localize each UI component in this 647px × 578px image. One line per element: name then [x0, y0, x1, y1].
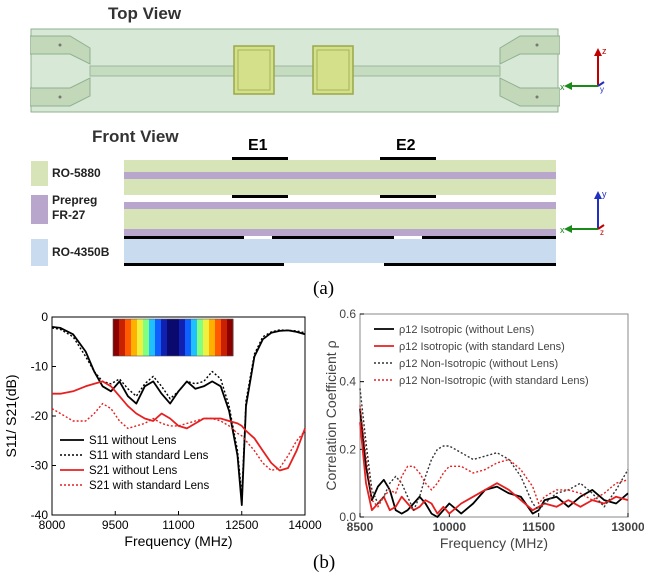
top-view-board — [30, 28, 560, 113]
y-tick-label: 0.2 — [339, 442, 356, 456]
svg-text:z: z — [602, 46, 607, 56]
x-tick-label: 11000 — [162, 518, 195, 532]
series-line-3 — [52, 380, 306, 472]
series-line-3 — [359, 388, 629, 511]
x-tick-label: 14000 — [288, 518, 322, 532]
legend-label-1: ρ12 Isotropic (without Lens) — [399, 324, 534, 336]
top-view-title: Top View — [108, 4, 182, 23]
series-line-4 — [51, 402, 306, 472]
x-tick-label: 11500 — [522, 520, 555, 534]
x-tick-label: 8000 — [39, 518, 66, 532]
x-tick-label: 12500 — [225, 518, 259, 532]
legend-label-2: ρ12 Isotropic (with standard Lens) — [399, 341, 565, 353]
electrode-label-e2: E2 — [396, 137, 416, 154]
legend-label-ro5880: RO-5880 — [52, 166, 101, 180]
svg-text:y: y — [602, 189, 607, 199]
correlation-chart: 0.0 0.2 0.4 0.6 8500 10000 11500 13000 Frequency… — [323, 307, 644, 551]
series-line-4 — [359, 405, 629, 508]
caption-a: (a) — [313, 278, 335, 299]
top-view-axes-icon: z x y — [560, 46, 607, 94]
x-tick-label: 10000 — [433, 520, 467, 534]
legend-swatch-ro4350b — [31, 239, 48, 266]
plot-frame — [359, 313, 629, 518]
legend-label-4: S21 with standard Lens — [89, 480, 209, 492]
y-tick-label: -30 — [31, 459, 49, 473]
y-axis-label: S11/ S21(dB) — [3, 374, 19, 457]
legend-label-4: ρ12 Non-Isotropic (with standard Lens) — [399, 375, 589, 387]
legend-label-3: S21 without Lens — [89, 465, 177, 477]
electrode-label-e1: E1 — [248, 137, 268, 154]
y-tick-label: 0.4 — [339, 375, 356, 389]
series-line-2 — [359, 422, 629, 515]
legend-label-2: S11 with standard Lens — [89, 450, 209, 462]
y-tick-label: -20 — [31, 409, 49, 423]
field-distribution-inset — [112, 318, 234, 357]
y-tick-label: 0.6 — [339, 307, 356, 321]
front-view-title: Front View — [92, 127, 179, 146]
y-tick-label: 0 — [41, 310, 48, 324]
legend-label-3: ρ12 Non-Isotropic (without Lens) — [399, 358, 558, 370]
legend-label-prepreg: Prepreg FR-27 — [52, 193, 98, 222]
legend-label-ro4350b: RO-4350B — [52, 245, 110, 259]
legend-label-1: S11 without Lens — [89, 435, 177, 447]
y-tick-label: -10 — [31, 360, 49, 374]
y-tick-label: 0.0 — [339, 510, 356, 524]
svg-text:x: x — [560, 225, 565, 235]
caption-b: (b) — [313, 552, 336, 573]
legend-swatch-ro5880 — [31, 161, 48, 186]
y-axis-label: Correlation Coefficient ρ — [323, 340, 339, 490]
x-axis-label: Frequency (MHz) — [440, 535, 548, 551]
x-tick-label: 9500 — [102, 518, 129, 532]
svg-text:y: y — [600, 85, 604, 94]
x-tick-label: 8500 — [347, 520, 374, 534]
front-view-axes-icon: y x z — [560, 189, 607, 237]
svg-text:x: x — [560, 82, 565, 92]
legend-swatch-prepreg — [31, 195, 48, 224]
x-tick-label: 13000 — [611, 520, 644, 534]
y-tick-label: -40 — [31, 508, 49, 522]
front-view-stack — [124, 157, 556, 266]
x-axis-label: Frequency (MHz) — [124, 533, 232, 549]
svg-text:z: z — [600, 228, 604, 237]
